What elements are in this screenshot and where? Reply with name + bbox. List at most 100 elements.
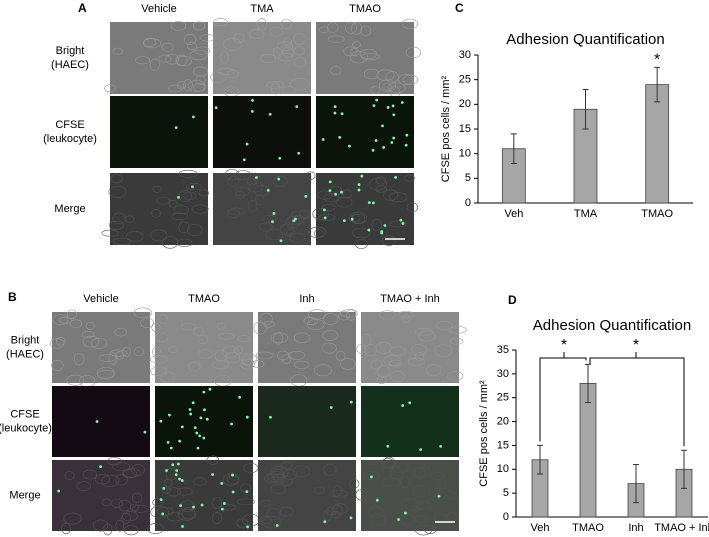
cell-texture	[111, 498, 123, 508]
cell-texture	[292, 215, 305, 224]
leukocyte	[397, 518, 401, 521]
cell-texture	[66, 309, 77, 320]
cell-texture	[241, 353, 258, 366]
leukocyte	[372, 201, 375, 205]
cell-texture	[327, 22, 339, 33]
panel-letter: D	[508, 293, 517, 307]
cell-texture	[123, 525, 139, 536]
cell-texture	[206, 455, 220, 465]
leukocyte	[251, 99, 254, 102]
cell-texture	[271, 82, 280, 95]
cell-texture	[212, 512, 222, 525]
cell-texture	[212, 496, 222, 510]
cell-texture	[293, 57, 306, 68]
cell-texture	[197, 349, 213, 359]
error-bar	[633, 464, 639, 504]
cell-texture	[52, 314, 69, 326]
leukocyte	[272, 212, 276, 215]
leukocyte	[297, 151, 301, 155]
cell-texture	[370, 514, 386, 527]
cell-texture	[319, 26, 329, 34]
cell-texture	[101, 474, 120, 488]
leukocyte	[202, 436, 206, 440]
cell-texture	[418, 330, 436, 342]
cell-texture	[183, 79, 193, 91]
cell-texture	[191, 204, 209, 214]
cell-texture	[398, 310, 414, 318]
leukocyte	[200, 503, 204, 507]
leukocyte	[165, 469, 168, 472]
significance: *	[654, 52, 660, 69]
cell-texture	[389, 346, 406, 356]
micrograph	[52, 386, 150, 457]
leukocyte	[57, 489, 61, 493]
leukocyte	[375, 98, 379, 102]
cell-texture	[260, 515, 272, 524]
row-label: Bright (HAEC)	[6, 334, 44, 360]
y-tick-label: 20	[497, 415, 509, 427]
cell-texture	[178, 169, 198, 178]
cell-texture	[270, 332, 288, 344]
cell-texture	[188, 361, 201, 372]
cell-texture	[170, 21, 187, 31]
leukocyte	[386, 106, 390, 109]
cell-texture	[407, 357, 425, 366]
cell-texture	[360, 25, 372, 36]
row-label: CFSE (leukocyte)	[43, 119, 97, 145]
cell-texture	[224, 351, 241, 364]
cell-texture	[303, 316, 319, 325]
leukocyte	[360, 174, 364, 178]
leukocyte	[399, 218, 403, 222]
cell-texture	[349, 50, 369, 64]
cell-texture	[108, 185, 127, 198]
leukocyte	[195, 431, 199, 435]
leukocyte	[181, 525, 184, 528]
leukocyte	[208, 387, 212, 391]
cell-texture	[135, 56, 150, 65]
y-tick-label: 15	[497, 439, 509, 451]
cell-texture	[439, 491, 457, 500]
cell-texture	[446, 371, 464, 381]
cell-texture	[406, 202, 419, 213]
leukocyte	[180, 425, 184, 429]
cell-texture	[171, 212, 189, 221]
cell-texture	[414, 466, 426, 479]
cell-texture	[336, 196, 353, 208]
cell-texture	[112, 462, 130, 472]
cell-texture	[361, 333, 372, 346]
cell-texture	[113, 237, 132, 245]
micrograph	[155, 386, 253, 457]
leukocyte	[203, 408, 206, 412]
leukocyte	[174, 473, 178, 477]
cell-texture	[158, 314, 168, 325]
cell-texture	[217, 332, 235, 340]
cell-texture	[112, 47, 123, 55]
cell-texture	[273, 473, 286, 484]
cell-texture	[76, 481, 91, 491]
cell-texture	[280, 476, 293, 486]
micrograph	[213, 173, 311, 245]
leukocyte	[321, 138, 325, 141]
cell-texture	[234, 186, 250, 197]
cell-texture	[216, 322, 226, 330]
cell-texture	[349, 211, 368, 224]
cell-texture	[224, 168, 240, 181]
cell-texture	[246, 178, 258, 186]
leukocyte	[277, 177, 281, 181]
y-tick-label: 0	[503, 511, 509, 523]
cell-texture	[299, 208, 311, 220]
cell-texture	[161, 236, 179, 249]
column-header: Inh	[299, 293, 314, 305]
cell-texture	[288, 351, 306, 360]
y-tick-label: 5	[465, 172, 471, 184]
cell-texture	[63, 512, 82, 525]
column-header: Vehicle	[83, 293, 118, 305]
cell-texture	[401, 315, 411, 323]
x-tick-label: TMA	[574, 208, 598, 220]
cell-texture	[258, 222, 273, 232]
cell-texture	[149, 355, 169, 364]
cell-texture	[292, 465, 311, 477]
micrograph	[316, 96, 414, 168]
cell-texture	[156, 197, 171, 205]
